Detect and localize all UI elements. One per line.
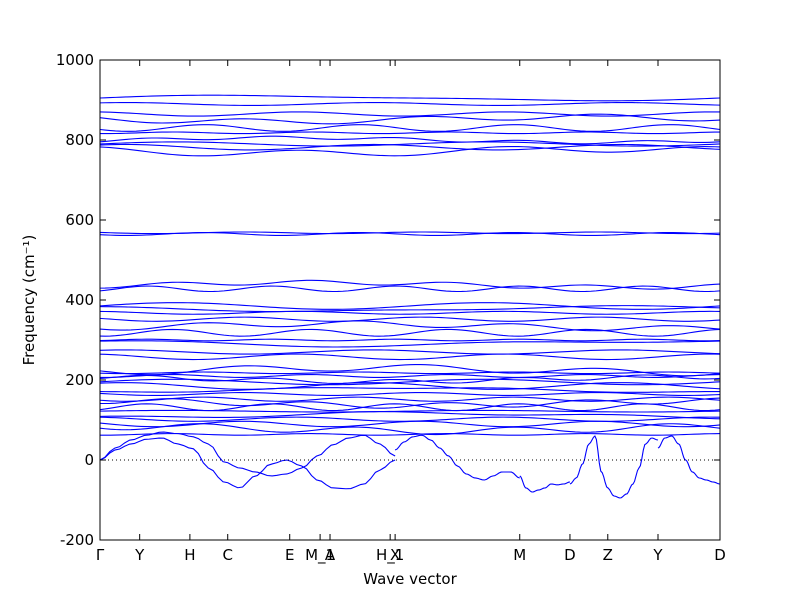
- x-tick-label: E: [285, 546, 294, 564]
- x-tick-label: D: [564, 546, 576, 564]
- phonon-band: [99, 113, 721, 125]
- phonon-band: [99, 124, 721, 132]
- soft-mode-branch: [519, 475, 571, 493]
- phonon-band: [99, 374, 721, 378]
- phonon-band: [99, 387, 721, 393]
- y-tick-label: 800: [65, 131, 94, 149]
- phonon-band: [99, 279, 721, 290]
- y-tick-label: -200: [60, 531, 94, 549]
- x-tick-label: M: [513, 546, 526, 564]
- phonon-band: [99, 310, 721, 315]
- phonon-band: [99, 131, 721, 135]
- phonon-band: [99, 285, 721, 293]
- phonon-band: [99, 411, 721, 420]
- phonon-band: [99, 141, 721, 147]
- x-tick-label: Γ: [96, 546, 105, 564]
- y-tick-label: 600: [65, 211, 94, 229]
- phonon-band: [99, 111, 721, 117]
- phonon-band: [99, 423, 721, 436]
- phonon-band: [99, 135, 721, 145]
- x-tick-label: D: [714, 546, 726, 564]
- phonon-band: [99, 349, 721, 355]
- phonon-band: [99, 340, 721, 348]
- y-tick-label: 200: [65, 371, 94, 389]
- y-tick-label: 1000: [56, 51, 94, 69]
- x-axis-ticks: Γ Y H C E M_1A H_1X M D Z Y D: [96, 60, 726, 565]
- y-axis-ticks: -200 0 200 400 600 800 1000: [56, 51, 720, 549]
- phonon-band: [99, 102, 721, 106]
- x-tick-label: Z: [603, 546, 613, 564]
- phonon-band: [99, 392, 721, 396]
- phonon-band: [99, 378, 721, 386]
- phonon-band: [99, 320, 721, 332]
- phonon-band: [99, 371, 721, 375]
- y-tick-label: 400: [65, 291, 94, 309]
- phonon-band: [99, 316, 721, 322]
- y-axis-label: Frequency (cm⁻¹): [20, 235, 38, 366]
- phonon-band: [99, 232, 721, 236]
- phonon-band: [99, 143, 721, 151]
- soft-mode-branch: [657, 435, 721, 485]
- soft-mode-branch: [569, 435, 659, 499]
- phonon-band: [99, 396, 721, 402]
- x-tick-label: Y: [652, 546, 663, 564]
- phonon-band: [99, 374, 721, 384]
- x-tick-label: H: [184, 546, 195, 564]
- phonon-band: [99, 416, 721, 422]
- phonon-band: [99, 382, 721, 390]
- x-tick-label: M_1: [305, 546, 335, 565]
- phonon-band: [99, 94, 721, 102]
- x-axis-label: Wave vector: [363, 570, 457, 588]
- phonon-band: [99, 397, 721, 409]
- phonon-band: [99, 328, 721, 337]
- x-tick-label: H_1: [376, 546, 404, 565]
- x-tick-label: A: [325, 546, 336, 564]
- soft-mode-branch: [99, 431, 396, 477]
- phonon-band: [99, 353, 721, 361]
- phonon-band: [99, 305, 721, 313]
- band-lines: [99, 94, 721, 499]
- phonon-band: [99, 364, 721, 377]
- phonon-band: [99, 403, 721, 412]
- x-tick-label: Y: [134, 546, 145, 564]
- y-tick-label: 0: [84, 451, 94, 469]
- x-tick-label: X: [390, 546, 400, 564]
- soft-mode-branch: [99, 437, 396, 490]
- phonon-band: [99, 338, 721, 342]
- phonon-band: [99, 145, 721, 157]
- x-tick-label: C: [222, 546, 232, 564]
- phonon-band: [99, 409, 721, 413]
- soft-mode-branch: [394, 434, 520, 481]
- phonon-band: [99, 302, 721, 310]
- phonon-band: [99, 433, 721, 436]
